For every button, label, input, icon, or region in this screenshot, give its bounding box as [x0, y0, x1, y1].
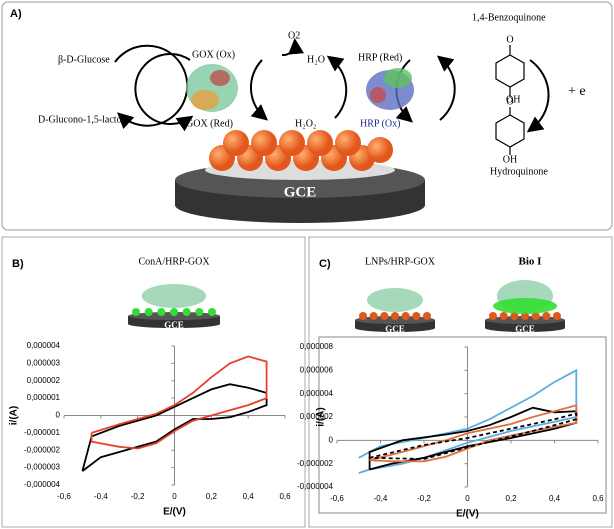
atom: O	[506, 96, 513, 107]
cv-curve	[369, 404, 578, 463]
nanoparticle	[359, 312, 367, 320]
label: + e	[568, 84, 586, 99]
panel-c	[308, 236, 613, 528]
nanoparticle	[542, 312, 551, 320]
panel-label: C)	[319, 258, 331, 270]
nanoparticle	[521, 312, 529, 320]
electrode-label: GCE	[515, 324, 535, 334]
y-axis-label: i/(A)	[9, 406, 20, 425]
panel-b	[1, 236, 306, 528]
x-tick-label: 0,4	[549, 494, 561, 503]
y-tick-label: -0,000001	[24, 428, 61, 437]
lectin	[493, 298, 557, 314]
y-tick-label: 0,000003	[27, 358, 61, 367]
x-tick-label: -0,4	[374, 494, 388, 503]
nanoparticle	[499, 312, 508, 320]
x-tick-label: 0,4	[243, 492, 255, 501]
y-tick-label: 0	[56, 411, 61, 420]
x-tick-label: 0,6	[279, 492, 291, 501]
x-tick-label: -0,6	[330, 494, 344, 503]
nanoparticle	[208, 308, 216, 316]
plot-frame	[318, 336, 607, 514]
label: GOX (Red)	[186, 118, 233, 129]
cv-curve	[81, 383, 268, 472]
label: H₂O₂	[295, 118, 316, 129]
y-tick-label: 0,000004	[27, 341, 61, 350]
y-tick-label: 0,000001	[27, 393, 61, 402]
enzymes	[141, 284, 207, 308]
cv-curve	[368, 406, 578, 471]
electrode-label: GCE	[284, 184, 317, 200]
x-tick-label: -0,4	[94, 492, 108, 501]
x-tick-label: 0,2	[505, 494, 517, 503]
y-tick-label: -0,000002	[24, 445, 61, 454]
nanoparticle	[182, 308, 191, 316]
y-tick-label: -0,000003	[24, 463, 61, 472]
nanoparticle	[553, 312, 561, 320]
cycle-arrows	[114, 38, 550, 133]
nanoparticles	[209, 130, 393, 171]
label: GOX (Ox)	[192, 49, 235, 60]
label: Hydroquinone	[490, 166, 548, 177]
x-tick-label: -0,2	[417, 494, 431, 503]
y-tick-label: -0,000004	[297, 482, 334, 491]
nanoparticle	[401, 312, 410, 320]
y-axis-label: i/(A)	[316, 407, 327, 426]
nanoparticle	[412, 312, 421, 320]
nanoparticle	[157, 308, 166, 316]
atom: OH	[503, 154, 517, 165]
nanoparticle	[531, 312, 540, 320]
x-tick-label: -0,2	[131, 492, 145, 501]
cv-curve	[90, 355, 268, 450]
electrode-label: GCE	[385, 324, 405, 334]
panel-label: A)	[10, 8, 22, 20]
label: 1,4-Benzoquinone	[472, 12, 546, 23]
label: HRP (Ox)	[360, 118, 400, 129]
y-tick-label: 0,000008	[300, 342, 334, 351]
x-tick-label: 0	[172, 492, 177, 501]
cv-curve	[369, 412, 578, 460]
nanoparticle	[132, 308, 140, 316]
label: β-D-Glucose	[58, 54, 110, 65]
nanoparticle	[489, 312, 497, 320]
y-tick-label: -0,000002	[297, 459, 334, 468]
label: D-Glucono-1,5-lactone	[38, 114, 132, 125]
nanoparticle	[369, 312, 378, 320]
y-tick-label: 0,000002	[300, 412, 334, 421]
panel-label: B)	[12, 258, 24, 270]
nanoparticle	[380, 312, 389, 320]
molecules	[495, 45, 525, 155]
x-tick-label: 0,2	[206, 492, 218, 501]
y-tick-label: 0,000004	[300, 389, 334, 398]
panel-subtitle: Bio I	[519, 256, 542, 268]
y-tick-label: 0,000002	[27, 376, 61, 385]
y-tick-label: -0,000004	[24, 480, 61, 489]
label: O2	[288, 30, 300, 41]
x-tick-label: 0	[465, 494, 470, 503]
x-tick-label: -0,6	[57, 492, 71, 501]
y-tick-label: 0	[329, 435, 334, 444]
panel-title: LNPs/HRP-GOX	[365, 256, 436, 267]
panel-a	[1, 1, 613, 231]
atom: OH	[506, 94, 520, 105]
nanoparticle	[510, 312, 519, 320]
electrode-label: GCE	[164, 320, 184, 330]
nanoparticle	[144, 308, 153, 316]
label: H₂O	[307, 54, 325, 65]
y-tick-label: 0,000006	[300, 365, 334, 374]
enzymes	[367, 288, 423, 312]
label: HRP (Red)	[358, 52, 402, 63]
x-axis-label: E/(V)	[456, 509, 479, 520]
x-axis-label: E/(V)	[163, 507, 186, 518]
nanoparticle	[170, 308, 178, 316]
gox-protein	[186, 64, 238, 112]
nanoparticle	[195, 308, 204, 316]
nanoparticle	[423, 312, 431, 320]
hrp-protein	[366, 68, 414, 110]
panel-title: ConA/HRP-GOX	[138, 256, 210, 267]
atom: O	[506, 34, 513, 45]
x-tick-label: 0,6	[592, 494, 604, 503]
nanoparticle	[391, 312, 399, 320]
